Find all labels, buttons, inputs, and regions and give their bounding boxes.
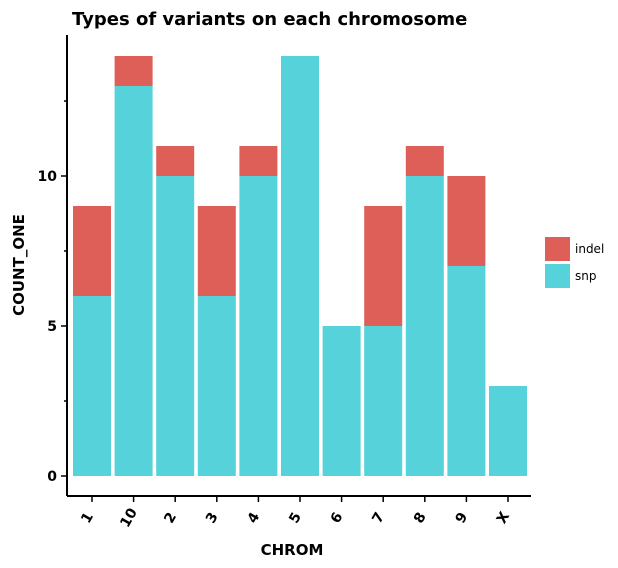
bar-snp-2 (156, 176, 195, 476)
bar-indel-7 (364, 206, 403, 326)
x-tick-label: 1 (78, 510, 97, 526)
bar-snp-5 (281, 56, 319, 476)
bar-indel-3 (197, 206, 236, 296)
bar-snp-3 (197, 296, 236, 476)
bar-indel-9 (447, 176, 486, 266)
bar-indel-10 (114, 56, 153, 86)
x-tick-label: 5 (286, 510, 305, 526)
legend: indel snp (545, 237, 604, 288)
bar-snp-8 (405, 176, 444, 476)
y-tick-label: 5 (47, 319, 57, 335)
x-tick-label: 6 (328, 510, 347, 526)
legend-label-indel: indel (575, 242, 604, 256)
x-axis-title: CHROM (261, 541, 324, 559)
bar-snp-7 (364, 326, 403, 476)
x-tick-label: 4 (245, 510, 264, 527)
x-ticks-group: 1 10 2 3 4 5 6 7 8 9 X (78, 496, 513, 530)
x-tick-label: 2 (161, 510, 180, 526)
bar-snp-10 (114, 86, 153, 476)
bar-indel-2 (156, 146, 195, 176)
y-tick-label: 0 (47, 469, 57, 485)
bar-indel-4 (239, 146, 278, 176)
y-ticks-group: 0 5 10 (38, 100, 67, 485)
x-tick-label: 7 (369, 510, 388, 526)
x-tick-label: 3 (203, 510, 222, 526)
legend-label-snp: snp (575, 269, 596, 283)
chart-title: Types of variants on each chromosome (72, 9, 467, 30)
bar-snp-X (489, 386, 527, 476)
bar-snp-4 (239, 176, 278, 476)
x-tick-label: 10 (117, 505, 141, 530)
bar-snp-1 (73, 296, 111, 476)
bar-snp-6 (322, 326, 361, 476)
axes-group (66, 35, 531, 497)
legend-swatch-snp (545, 264, 570, 288)
y-axis-title: COUNT_ONE (10, 214, 28, 316)
bar-indel-8 (405, 146, 444, 176)
bar-indel-1 (73, 206, 111, 296)
bars-group (73, 56, 527, 476)
x-tick-label: 9 (453, 510, 472, 526)
y-tick-label: 10 (38, 169, 58, 185)
x-tick-label: X (494, 509, 513, 527)
legend-swatch-indel (545, 237, 570, 261)
bar-snp-9 (447, 266, 486, 476)
x-tick-label: 8 (411, 510, 430, 526)
